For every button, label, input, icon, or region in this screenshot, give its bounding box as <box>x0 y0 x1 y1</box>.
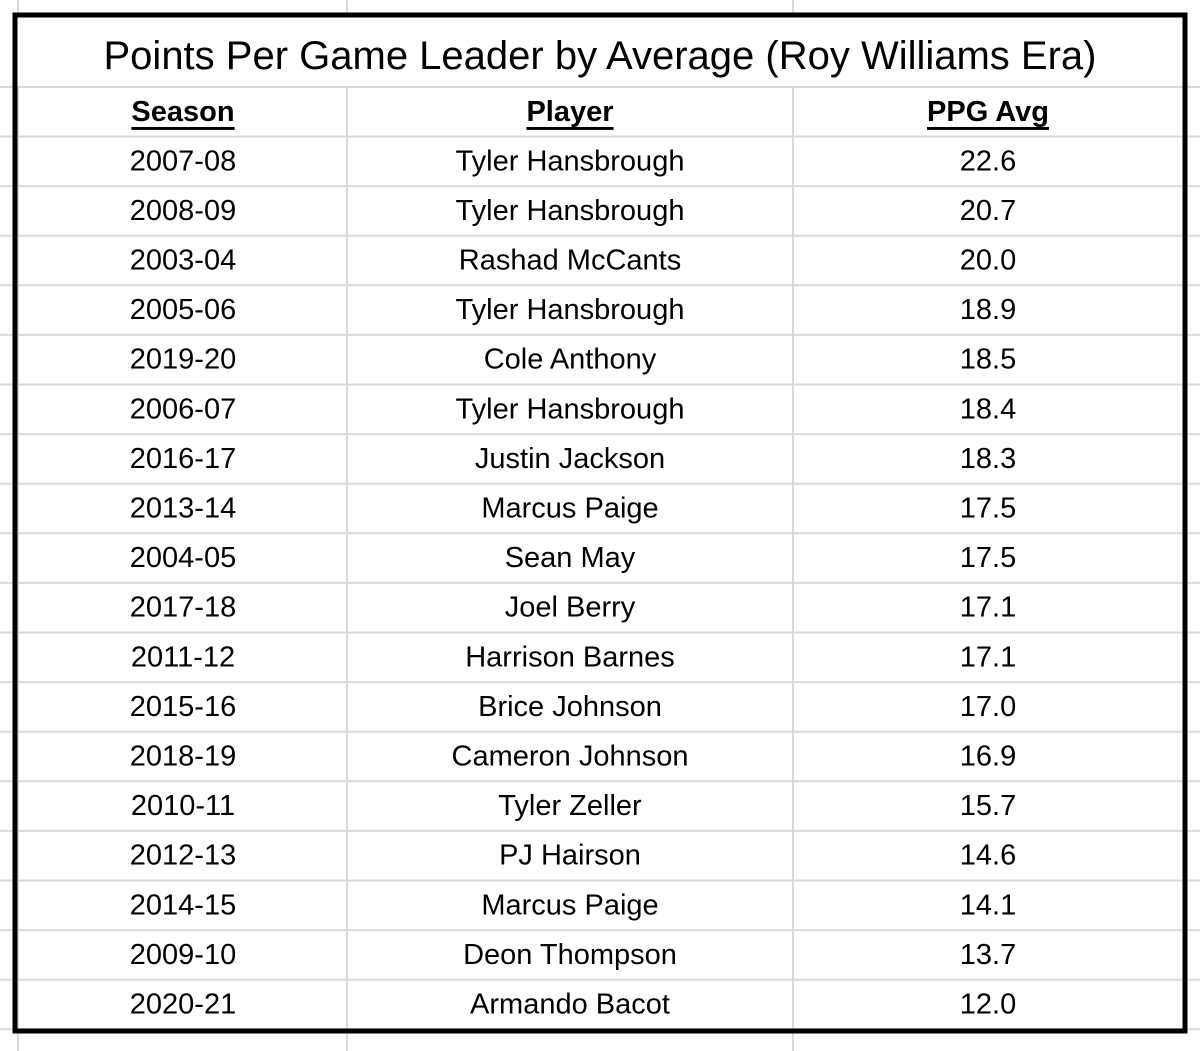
table-cell: 17.1 <box>960 641 1016 673</box>
table-cell: 20.0 <box>960 245 1016 277</box>
column-header: Player <box>526 96 613 128</box>
table-cell: 2012-13 <box>130 840 236 872</box>
table-cell: 2003-04 <box>130 245 236 277</box>
table-cell: 2013-14 <box>130 493 236 525</box>
table-border <box>12 12 1188 1034</box>
table-cell: 2019-20 <box>130 344 236 376</box>
table-cell: 2009-10 <box>130 939 236 971</box>
title-cell <box>0 16 1200 86</box>
table-cell: Tyler Hansbrough <box>456 294 685 326</box>
table-title: Points Per Game Leader by Average (Roy W… <box>104 34 1097 78</box>
table-cell: 18.9 <box>960 294 1016 326</box>
table-cell: Brice Johnson <box>478 691 662 723</box>
column-header: PPG Avg <box>927 96 1049 128</box>
table-cell: 2018-19 <box>130 741 236 773</box>
table-cell: Rashad McCants <box>459 245 681 277</box>
table-cell: 17.5 <box>960 542 1016 574</box>
table-cell: PJ Hairson <box>499 840 641 872</box>
table-cell: 2010-11 <box>131 790 235 822</box>
table-cell: Marcus Paige <box>481 493 658 525</box>
table-cell: Cameron Johnson <box>452 741 689 773</box>
table-cell: Tyler Hansbrough <box>456 145 685 177</box>
table-cell: Tyler Hansbrough <box>456 195 685 227</box>
table-cell: Joel Berry <box>505 592 636 624</box>
table-cell: 2005-06 <box>130 294 236 326</box>
table-cell: 2008-09 <box>130 195 236 227</box>
table-cell: Armando Bacot <box>470 989 670 1021</box>
table-cell: 2007-08 <box>130 145 236 177</box>
table-cell: 2011-12 <box>131 641 235 673</box>
table-cell: Deon Thompson <box>463 939 677 971</box>
table-cell: 2016-17 <box>130 443 236 475</box>
table-cell: 2017-18 <box>130 592 236 624</box>
table-cell: 14.1 <box>960 889 1016 921</box>
table-cell: 2020-21 <box>130 989 236 1021</box>
table-cell: 17.0 <box>960 691 1016 723</box>
table-cell: 17.1 <box>960 592 1016 624</box>
table-cell: Harrison Barnes <box>465 641 675 673</box>
table-cell: Tyler Hansbrough <box>456 393 685 425</box>
table-cell: 15.7 <box>960 790 1016 822</box>
column-header: Season <box>131 96 234 128</box>
table-cell: Sean May <box>505 542 636 574</box>
table-cell: 18.4 <box>960 393 1016 425</box>
table-cell: Marcus Paige <box>481 889 658 921</box>
table-cell: Cole Anthony <box>484 344 657 376</box>
table-cell: 20.7 <box>960 195 1016 227</box>
table-cell: 22.6 <box>960 145 1016 177</box>
table-cell: 2014-15 <box>130 889 236 921</box>
table-cell: 16.9 <box>960 741 1016 773</box>
table-cell: 18.5 <box>960 344 1016 376</box>
table-cell: Tyler Zeller <box>498 790 642 822</box>
table-cell: 14.6 <box>960 840 1016 872</box>
table-cell: 2006-07 <box>130 393 236 425</box>
table-cell: 18.3 <box>960 443 1016 475</box>
table-cell: 13.7 <box>960 939 1016 971</box>
table-cell: 12.0 <box>960 989 1016 1021</box>
table-cell: Justin Jackson <box>475 443 665 475</box>
table-cell: 2004-05 <box>130 542 236 574</box>
table-cell: 2015-16 <box>130 691 236 723</box>
table-cell: 17.5 <box>960 493 1016 525</box>
